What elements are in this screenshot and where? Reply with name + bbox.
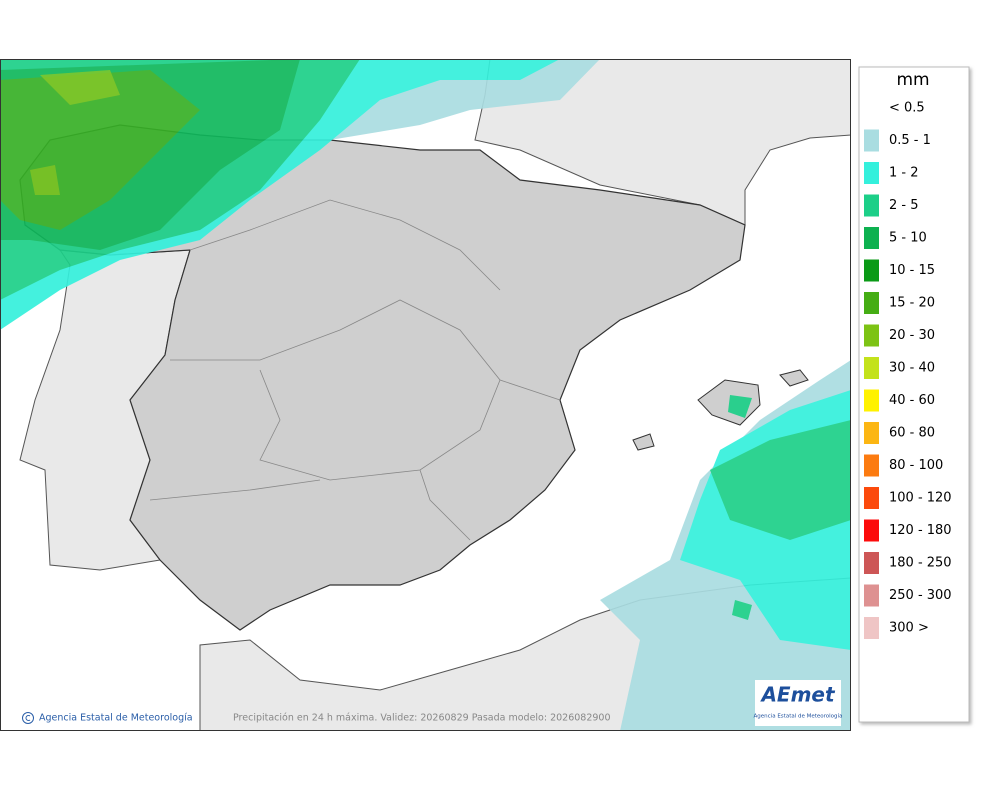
legend-label: 10 - 15 (889, 263, 935, 278)
map-frame (0, 59, 851, 731)
spain-land (19, 124, 746, 631)
legend-label: 80 - 100 (889, 458, 943, 473)
legend-label: < 0.5 (889, 101, 925, 116)
legend-swatch (864, 617, 879, 639)
legend-label: 15 - 20 (889, 296, 935, 311)
legend-label: 30 - 40 (889, 361, 935, 376)
logo: AEmet Agencia Estatal de Meteorología (754, 680, 843, 726)
region-borders (149, 199, 561, 541)
legend-label: 180 - 250 (889, 556, 952, 571)
legend-label: 120 - 180 (889, 523, 952, 538)
legend-label: 300 > (889, 621, 929, 636)
caption: Precipitación en 24 h máxima. Validez: 2… (233, 713, 611, 724)
map (0, 59, 851, 731)
ibiza (632, 433, 655, 451)
credit: Agencia Estatal de Meteorología (22, 712, 193, 724)
legend-label: 250 - 300 (889, 588, 952, 603)
copyright-icon (22, 712, 34, 724)
legend-label: 60 - 80 (889, 426, 935, 441)
legend-swatch (864, 194, 879, 217)
logo-name: AEmet (759, 683, 836, 707)
legend-label: 2 - 5 (889, 198, 919, 213)
legend-swatch (864, 422, 879, 444)
legend-label: 0.5 - 1 (889, 133, 931, 148)
legend-swatch (864, 584, 879, 607)
legend-swatch (864, 259, 879, 282)
legend-label: 100 - 120 (889, 491, 952, 506)
legend-swatch (864, 552, 879, 574)
legend-label: 5 - 10 (889, 231, 927, 246)
legend-swatch (864, 162, 879, 184)
legend-swatch (864, 129, 879, 152)
legend-swatch (864, 454, 879, 477)
precipitation (0, 59, 851, 731)
legend-label: 40 - 60 (889, 393, 935, 408)
legend-swatch (864, 487, 879, 509)
legend-swatch (864, 357, 879, 379)
legend-label: 20 - 30 (889, 328, 935, 343)
legend-swatch (864, 227, 879, 249)
logo-box (755, 680, 841, 726)
legend-swatch (864, 324, 879, 347)
legend-title: mm (896, 70, 929, 90)
legend-swatch (864, 389, 879, 412)
legend-swatch (864, 292, 879, 314)
legend-label: 1 - 2 (889, 166, 919, 181)
legend-swatch (864, 519, 879, 542)
logo-subtitle: Agencia Estatal de Meteorología (754, 713, 843, 720)
legend: mm < 0.5 0.5 - 1 1 - 2 2 - 5 5 - 10 10 - 15 15… (858, 66, 970, 723)
credit-text: Agencia Estatal de Meteorología (39, 713, 193, 724)
copyright-icon-c (25, 715, 31, 721)
menorca (779, 369, 809, 387)
